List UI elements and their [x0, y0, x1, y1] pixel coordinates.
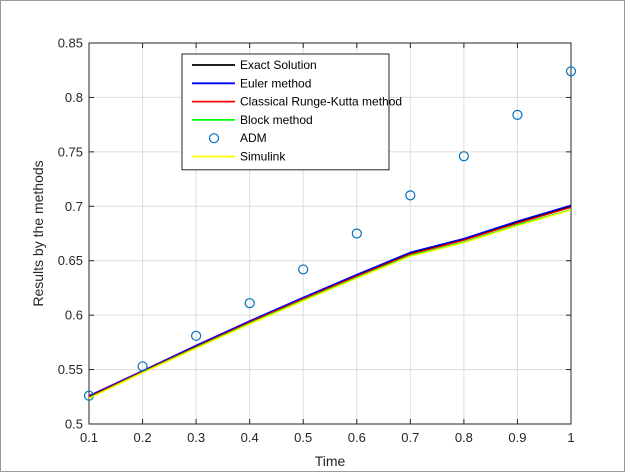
adm-point — [351, 228, 362, 239]
x-tick-label: 0.6 — [348, 430, 366, 445]
axis-ticks — [88, 42, 572, 425]
legend-label-simulink: Simulink — [240, 150, 286, 164]
y-tick-label: 0.8 — [65, 90, 83, 105]
adm-point — [565, 66, 577, 77]
series-line-euler-method — [88, 204, 572, 397]
y-tick-label: 0.55 — [58, 362, 83, 377]
plot-area — [88, 42, 572, 425]
legend-box — [181, 53, 390, 171]
x-tick-label: 0.9 — [508, 430, 526, 445]
y-tick-label: 0.6 — [65, 308, 83, 323]
adm-point — [137, 361, 148, 372]
legend-label-euler-method: Euler method — [240, 76, 311, 90]
y-tick-label: 0.7 — [65, 199, 83, 214]
y-tick-label: 0.85 — [58, 36, 83, 51]
adm-point — [405, 190, 416, 201]
x-tick-label: 0.4 — [241, 430, 259, 445]
series-line-classical-runge-kutta-method — [88, 206, 572, 398]
adm-point — [458, 151, 469, 162]
y-tick-labels: 0.5 0.55 0.6 0.65 0.7 0.75 0.8 0.85 — [58, 36, 83, 432]
legend-label-classical-runge-kutta-method: Classical Runge-Kutta method — [240, 95, 402, 109]
x-tick-label: 1 — [567, 430, 574, 445]
legend-label-exact-solution: Exact Solution — [240, 58, 317, 72]
series-layer — [83, 66, 577, 401]
series-line-simulink — [88, 209, 572, 399]
adm-point — [298, 264, 309, 275]
x-tick-label: 0.1 — [80, 430, 98, 445]
legend-label-block-method: Block method — [240, 113, 313, 127]
y-tick-label: 0.75 — [58, 144, 83, 159]
adm-point — [512, 109, 523, 120]
x-tick-label: 0.8 — [455, 430, 473, 445]
y-tick-label: 0.65 — [58, 253, 83, 268]
legend: Exact Solution Euler method Classical Rung… — [181, 53, 402, 171]
y-tick-label: 0.5 — [65, 417, 83, 432]
x-tick-label: 0.5 — [294, 430, 312, 445]
y-axis-label: Results by the methods — [30, 160, 46, 306]
series-line-exact-solution — [88, 205, 572, 398]
x-tick-labels: 0.1 0.2 0.3 0.4 0.5 0.6 0.7 0.8 0.9 1 — [80, 430, 575, 445]
x-tick-label: 0.7 — [401, 430, 419, 445]
adm-point — [244, 298, 255, 309]
legend-marker-adm — [208, 133, 220, 144]
legend-label-adm: ADM — [240, 131, 267, 145]
adm-point — [191, 330, 202, 341]
x-tick-label: 0.2 — [134, 430, 152, 445]
x-axis-label: Time — [315, 453, 346, 469]
x-tick-label: 0.3 — [187, 430, 205, 445]
